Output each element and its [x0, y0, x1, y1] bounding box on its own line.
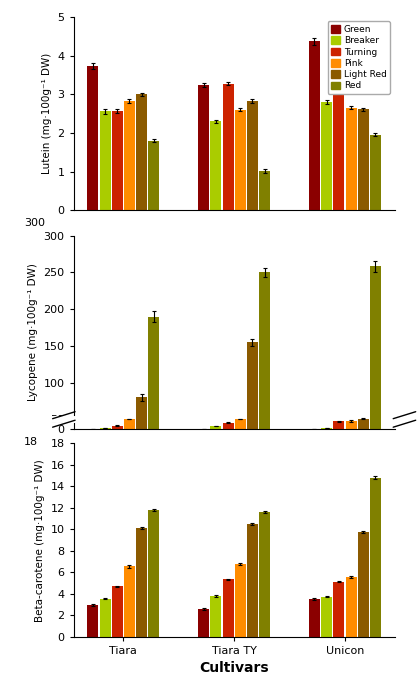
Bar [148, 510, 159, 637]
Text: 300: 300 [24, 218, 45, 228]
Bar [370, 134, 381, 210]
Bar [370, 266, 381, 429]
Bar [210, 122, 221, 210]
Bar [370, 478, 381, 637]
Bar [346, 108, 357, 210]
Bar [358, 109, 369, 210]
Y-axis label: Lycopene (mg·100g⁻¹ DW): Lycopene (mg·100g⁻¹ DW) [28, 263, 38, 401]
Bar [148, 141, 159, 210]
Bar [333, 92, 344, 210]
Bar [321, 597, 332, 637]
Bar [333, 581, 344, 637]
Bar [100, 111, 110, 210]
Bar [148, 316, 159, 429]
Bar [87, 66, 98, 210]
Bar [223, 84, 234, 210]
Bar [247, 101, 258, 210]
Bar [235, 110, 246, 210]
Bar [333, 422, 344, 429]
Bar [247, 524, 258, 637]
Bar [235, 420, 246, 429]
Bar [210, 596, 221, 637]
X-axis label: Cultivars: Cultivars [200, 661, 269, 676]
Bar [358, 420, 369, 429]
Bar [198, 609, 209, 637]
Bar [124, 101, 135, 210]
Bar [112, 587, 123, 637]
Bar [100, 428, 110, 429]
Bar [321, 428, 332, 429]
Bar [346, 421, 357, 429]
Bar [309, 41, 320, 210]
Legend: Green, Breaker, Turning, Pink, Light Red, Red: Green, Breaker, Turning, Pink, Light Red… [328, 22, 390, 94]
Bar [321, 102, 332, 210]
Bar [259, 171, 270, 210]
Bar [136, 397, 147, 429]
Bar [223, 422, 234, 429]
Bar [259, 272, 270, 429]
Bar [223, 579, 234, 637]
Bar [136, 94, 147, 210]
Bar [112, 111, 123, 210]
Bar [358, 532, 369, 637]
Y-axis label: Beta-carotene (mg·100g⁻¹ DW): Beta-carotene (mg·100g⁻¹ DW) [35, 459, 45, 621]
Y-axis label: Lutein (mg·100g⁻¹ DW): Lutein (mg·100g⁻¹ DW) [42, 53, 52, 175]
Bar [136, 528, 147, 637]
Bar [210, 426, 221, 429]
Bar [235, 564, 246, 637]
Bar [198, 85, 209, 210]
Bar [87, 605, 98, 637]
Bar [100, 599, 110, 637]
Bar [112, 426, 123, 429]
Bar [309, 599, 320, 637]
Bar [247, 342, 258, 429]
Bar [346, 577, 357, 637]
Text: 18: 18 [24, 437, 38, 447]
Bar [124, 420, 135, 429]
Bar [124, 566, 135, 637]
Bar [259, 512, 270, 637]
